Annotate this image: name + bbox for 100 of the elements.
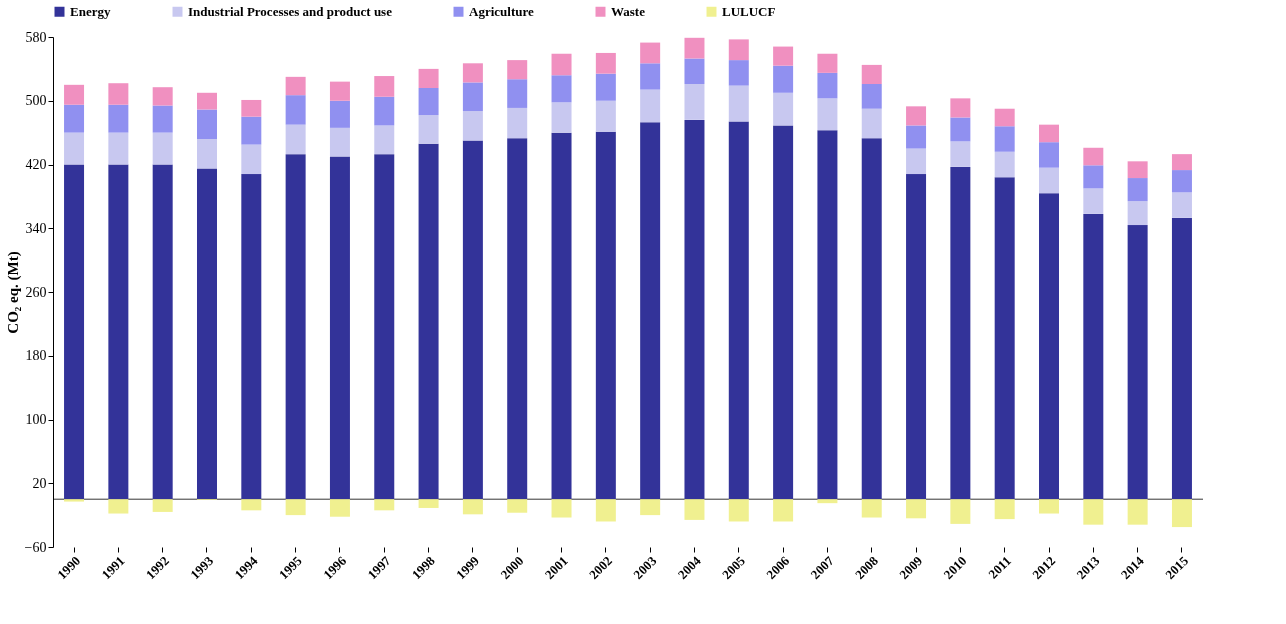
y-tick-label: 420 <box>25 157 47 172</box>
bar <box>1083 213 1104 500</box>
bar <box>1127 225 1148 500</box>
bar <box>507 499 528 513</box>
bar <box>994 499 1015 520</box>
bar <box>64 132 85 165</box>
bar <box>241 116 262 145</box>
bar <box>684 37 705 59</box>
bar <box>197 92 217 110</box>
bar <box>551 499 572 518</box>
x-tick-label: 1990 <box>54 553 84 583</box>
bar <box>906 148 927 175</box>
bar <box>462 111 483 141</box>
bar <box>817 130 838 500</box>
bar <box>507 60 528 80</box>
bar <box>906 499 927 519</box>
bar <box>329 81 350 101</box>
bar <box>418 499 439 508</box>
bar <box>861 138 882 500</box>
bar <box>418 68 439 88</box>
bar <box>329 127 350 157</box>
bar <box>462 140 483 500</box>
bar <box>108 104 129 133</box>
y-tick-label: 180 <box>25 348 47 364</box>
bar <box>595 131 616 500</box>
bar <box>950 499 971 524</box>
bar <box>1127 201 1148 226</box>
bar <box>595 73 616 101</box>
bar <box>906 106 927 126</box>
bar <box>374 154 395 500</box>
bar <box>950 166 971 500</box>
bar <box>462 63 483 83</box>
bar <box>817 72 838 99</box>
bar <box>374 125 395 155</box>
bar <box>152 87 173 106</box>
bar <box>1171 192 1192 218</box>
bar <box>1039 142 1059 168</box>
bar <box>241 174 262 500</box>
x-tick-label: 1992 <box>142 553 172 583</box>
bar <box>551 132 572 500</box>
legend-label: Industrial Processes and product use <box>188 3 393 19</box>
bar <box>1171 154 1192 171</box>
bar <box>285 124 306 155</box>
y-axis-title: CO₂ eq. (Mt) <box>4 251 22 334</box>
bar <box>728 121 749 500</box>
bar <box>1083 165 1104 189</box>
bar <box>773 499 794 522</box>
bar <box>861 84 882 109</box>
bar <box>994 108 1015 127</box>
bar <box>197 109 217 139</box>
bar <box>507 107 528 139</box>
bar <box>1083 499 1104 525</box>
bar <box>374 499 395 511</box>
bar <box>1039 499 1059 514</box>
y-tick-label: 260 <box>25 284 47 300</box>
bar <box>1083 147 1104 166</box>
y-tick-label: 500 <box>25 93 47 109</box>
bar <box>1039 167 1059 194</box>
bar <box>640 63 661 90</box>
bar <box>728 499 749 522</box>
bar <box>773 65 794 93</box>
bar <box>1171 170 1192 193</box>
bar <box>418 143 439 500</box>
bar <box>374 76 395 97</box>
bar <box>950 117 971 142</box>
bar <box>374 96 395 126</box>
bar <box>64 104 85 133</box>
bar <box>817 53 838 73</box>
bar <box>861 64 882 85</box>
bar <box>1127 499 1148 525</box>
bar <box>241 144 262 175</box>
bar <box>640 499 661 516</box>
bar <box>640 122 661 500</box>
legend-label: LULUCF <box>722 3 776 19</box>
bar <box>241 499 262 511</box>
bar <box>861 108 882 139</box>
bar <box>108 83 129 105</box>
x-tick-label: 1999 <box>453 552 483 583</box>
bar <box>1171 499 1192 528</box>
x-tick-label: 1993 <box>187 552 217 583</box>
y-tick-label: 20 <box>32 475 47 491</box>
bar <box>817 499 838 504</box>
y-tick-label: −60 <box>24 539 47 555</box>
x-tick-label: 2011 <box>985 553 1014 582</box>
bar <box>551 53 572 76</box>
bar <box>285 95 306 125</box>
bar <box>285 76 306 96</box>
bar <box>241 99 262 117</box>
bar <box>595 100 616 132</box>
legend-label: Energy <box>70 3 111 19</box>
bar <box>728 85 749 122</box>
bar <box>906 125 927 149</box>
bar <box>595 499 616 522</box>
bar <box>994 151 1015 178</box>
bar <box>197 139 217 169</box>
bar <box>64 499 85 502</box>
y-tick-label: 580 <box>25 29 47 45</box>
bar <box>1171 217 1192 500</box>
bar <box>861 499 882 518</box>
bar <box>462 499 483 515</box>
